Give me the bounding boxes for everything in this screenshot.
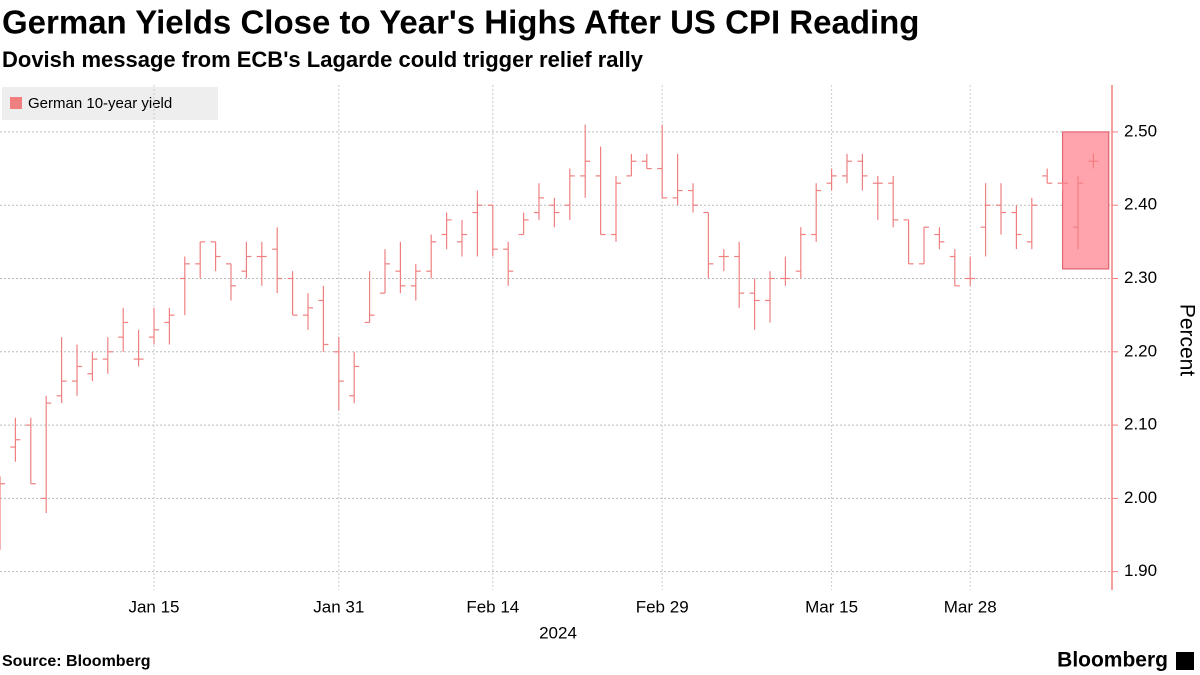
y-tick-label: 2.00	[1124, 488, 1157, 507]
legend-box	[2, 87, 218, 120]
legend-swatch	[10, 97, 22, 109]
source: Source: Bloomberg	[2, 653, 150, 670]
brand: Bloomberg	[1057, 649, 1168, 672]
legend-label: German 10-year yield	[28, 95, 172, 112]
x-tick-label: Mar 28	[944, 597, 997, 616]
y-tick-label: 2.30	[1124, 268, 1157, 287]
highlight-box	[1062, 131, 1110, 270]
chart-title: German Yields Close to Year's Highs Afte…	[2, 4, 919, 41]
x-tick-label: Jan 15	[128, 597, 179, 616]
chart-subtitle: Dovish message from ECB's Lagarde could …	[2, 47, 644, 72]
x-tick-label: Feb 14	[466, 597, 519, 616]
brand-icon	[1176, 652, 1194, 670]
y-tick-label: 2.20	[1124, 341, 1157, 360]
y-tick-label: 2.10	[1124, 415, 1157, 434]
y-tick-label: 2.40	[1124, 195, 1157, 214]
x-axis-label: 2024	[539, 623, 577, 642]
y-tick-label: 2.50	[1124, 121, 1157, 140]
x-tick-label: Feb 29	[636, 597, 689, 616]
x-tick-label: Mar 15	[805, 597, 858, 616]
y-tick-label: 1.90	[1124, 561, 1157, 580]
x-tick-label: Jan 31	[313, 597, 364, 616]
y-axis-label: Percent	[1175, 304, 1198, 377]
